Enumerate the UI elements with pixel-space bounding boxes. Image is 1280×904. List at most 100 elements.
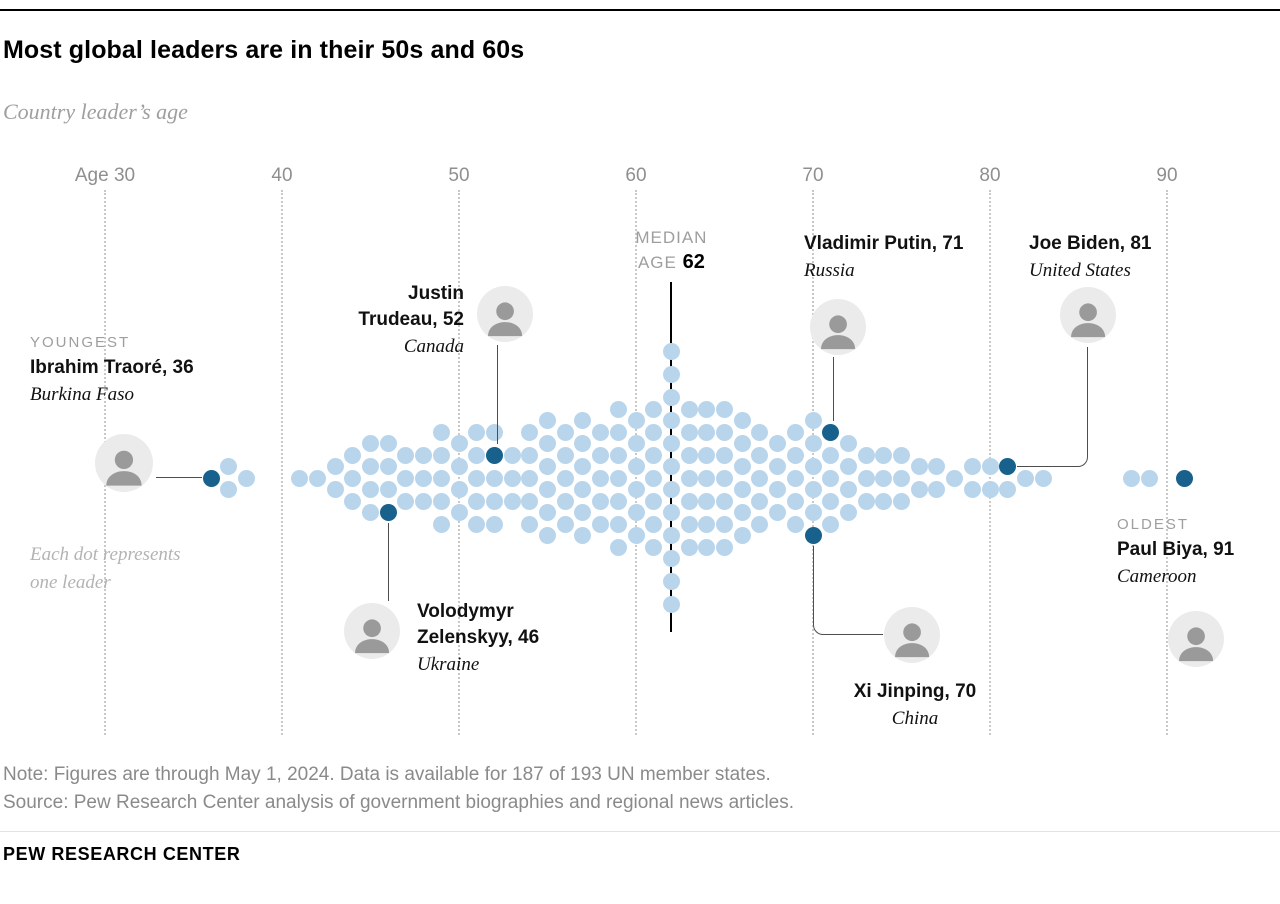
leader-dot <box>485 469 503 487</box>
person-silhouette-icon <box>354 619 390 653</box>
leader-dot <box>645 469 663 487</box>
leader-dot <box>910 481 928 498</box>
dot-note-line2: one leader <box>30 572 111 593</box>
leader-dot <box>786 492 804 510</box>
leader-dot <box>397 446 415 464</box>
leader-dot <box>716 446 733 464</box>
leader-dot <box>556 469 574 487</box>
leader-dot <box>592 446 610 464</box>
leader-dot <box>592 469 610 487</box>
trudeau-name-line2: Trudeau, 52 <box>358 309 464 330</box>
putin-connector-line <box>833 357 834 421</box>
leader-dot <box>645 446 663 464</box>
leader-dot <box>362 481 379 498</box>
leader-dot <box>662 412 680 429</box>
leader-dot <box>645 515 663 533</box>
leader-dot <box>521 515 539 533</box>
leader-dot <box>326 481 344 498</box>
leader-dot <box>680 423 698 441</box>
leader-dot <box>220 458 238 475</box>
leader-dot <box>503 492 521 510</box>
person-silhouette-icon <box>1070 303 1106 337</box>
leader-dot <box>432 492 450 510</box>
leader-dot <box>432 515 450 533</box>
leader-dot <box>680 492 698 510</box>
axis-tick-label-60: 60 <box>625 165 647 186</box>
leader-dot <box>645 538 663 556</box>
leader-dot <box>556 446 574 464</box>
median-line <box>670 282 673 632</box>
zelenskyy-name-line1: Volodymyr <box>417 601 514 622</box>
annotation-biden: Joe Biden, 81 United States <box>1029 231 1152 285</box>
gridline-age-90 <box>1166 190 1168 735</box>
leader-dot <box>910 458 928 475</box>
leader-dot <box>662 504 680 521</box>
leader-dot <box>981 458 999 475</box>
leader-dot <box>539 481 556 498</box>
xi-name: Xi Jinping, 70 <box>853 681 977 702</box>
axis-tick-label-70: 70 <box>802 165 824 186</box>
leader-dot <box>627 481 645 498</box>
leader-dot <box>326 458 344 475</box>
leader-dot <box>680 515 698 533</box>
leader-dot <box>592 492 610 510</box>
leader-dot <box>662 573 680 590</box>
leader-dot <box>485 423 503 441</box>
leader-dot <box>857 446 875 464</box>
leader-dot <box>468 446 486 464</box>
leader-dot <box>503 469 521 487</box>
leader-dot <box>769 458 787 475</box>
leader-dot <box>680 446 698 464</box>
leader-dot <box>698 400 716 418</box>
leader-dot <box>698 515 716 533</box>
leader-dot <box>662 550 680 567</box>
leader-dot <box>1016 469 1034 487</box>
axis-tick-label-30: Age 30 <box>74 165 136 186</box>
dot-traore <box>202 469 220 487</box>
leader-dot <box>432 446 450 464</box>
leader-dot <box>804 458 822 475</box>
leader-dot <box>1123 469 1141 487</box>
dot-putin <box>822 423 840 441</box>
leader-dot <box>733 527 751 544</box>
leader-dot <box>556 515 574 533</box>
annotation-trudeau: Justin Trudeau, 52 Canada <box>264 281 464 361</box>
leader-dot <box>680 469 698 487</box>
leader-dot <box>574 527 592 544</box>
dot-biden <box>999 458 1017 475</box>
leader-dot <box>450 481 468 498</box>
leader-dot <box>733 412 751 429</box>
leader-dot <box>574 481 592 498</box>
leader-dot <box>627 527 645 544</box>
leader-dot <box>379 435 397 452</box>
leader-dot <box>698 446 716 464</box>
dot-trudeau <box>485 446 503 464</box>
leader-dot <box>769 504 787 521</box>
leader-dot <box>680 400 698 418</box>
axis-tick-label-90: 90 <box>1156 165 1178 186</box>
biden-connector-line <box>1017 347 1088 467</box>
person-silhouette-icon <box>894 623 930 657</box>
leader-dot <box>556 492 574 510</box>
footnote: Note: Figures are through May 1, 2024. D… <box>3 764 771 785</box>
leader-dot <box>556 423 574 441</box>
leader-dot <box>928 458 946 475</box>
leader-dot <box>751 515 769 533</box>
leader-dot <box>822 515 840 533</box>
leader-dot <box>627 504 645 521</box>
leader-dot <box>609 446 627 464</box>
leader-dot <box>822 469 840 487</box>
leader-dot <box>963 458 981 475</box>
leader-dot <box>716 515 733 533</box>
traore-name: Ibrahim Traoré, 36 <box>30 357 194 378</box>
leader-dot <box>698 492 716 510</box>
leader-dot <box>769 435 787 452</box>
leader-dot <box>804 435 822 452</box>
annotation-youngest: YOUNGEST Ibrahim Traoré, 36 Burkina Faso <box>30 330 194 409</box>
person-silhouette-icon <box>820 315 856 349</box>
leader-dot <box>627 435 645 452</box>
median-age-prefix: AGE <box>637 253 677 272</box>
leader-dot <box>415 469 433 487</box>
leader-dot <box>574 412 592 429</box>
leader-dot <box>609 538 627 556</box>
